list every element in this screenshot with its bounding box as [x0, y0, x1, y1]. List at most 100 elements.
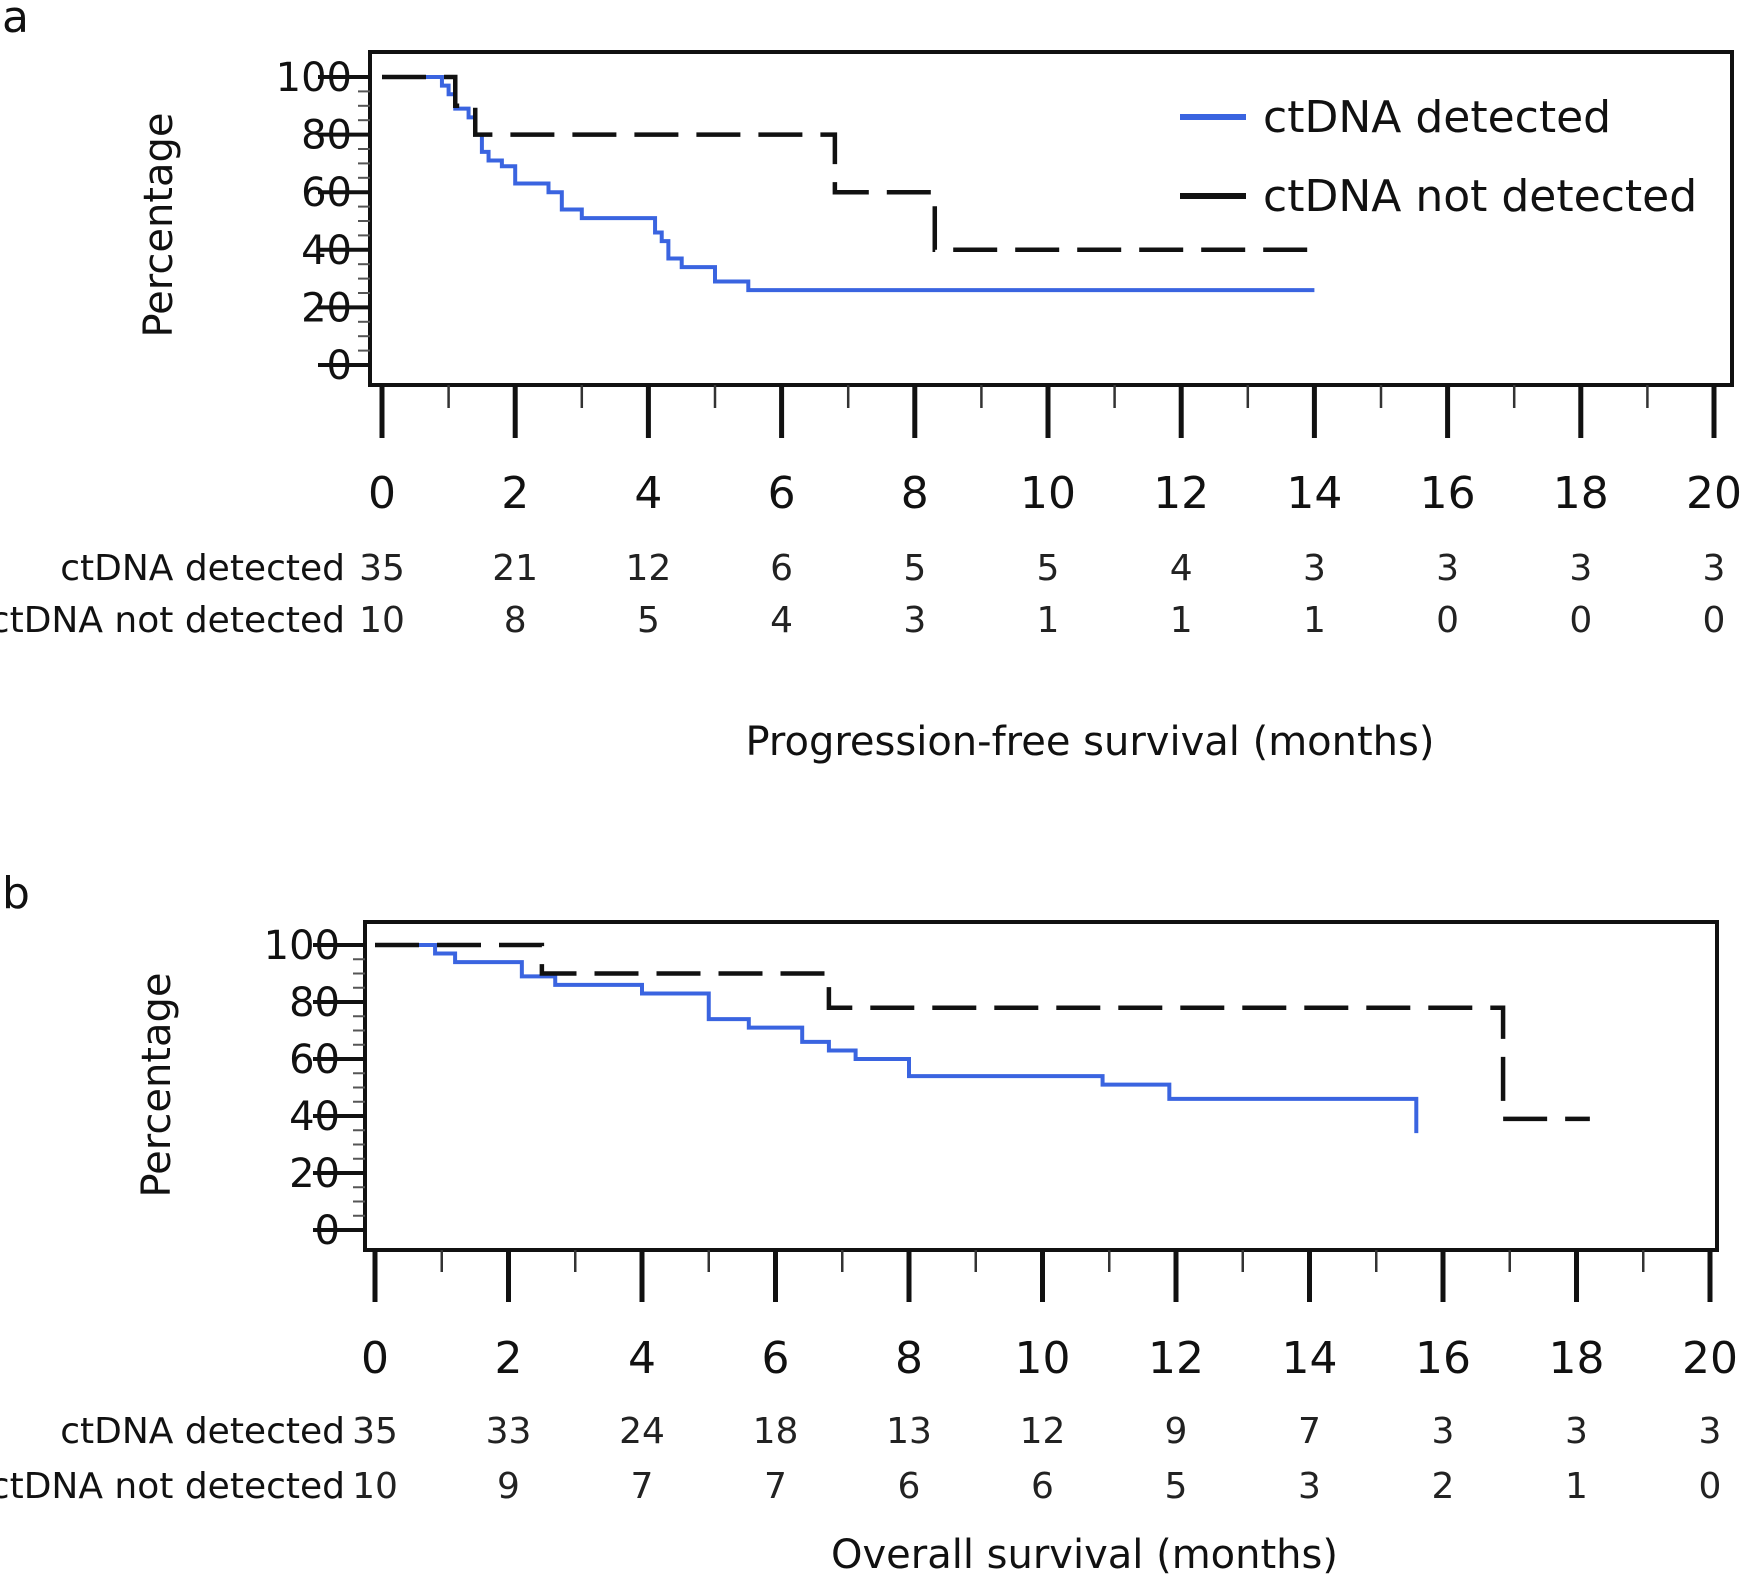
x-tick-label: 20 — [1682, 1333, 1738, 1384]
x-tick-label: 14 — [1286, 468, 1342, 519]
y-tick-label: 0 — [315, 1208, 340, 1254]
x-tick-label: 6 — [768, 468, 796, 519]
x-tick-label: 2 — [501, 468, 529, 519]
y-tick-label: 40 — [301, 228, 352, 274]
risk-count: 21 — [492, 548, 538, 589]
risk-row-label: ctDNA detected — [60, 1411, 345, 1452]
risk-count: 3 — [903, 600, 926, 641]
risk-row-label: ctDNA not detected — [0, 1466, 345, 1507]
x-tick-label: 10 — [1020, 468, 1076, 519]
km-curve-ctdna-detected — [382, 75, 1315, 293]
x-tick-label: 10 — [1015, 1333, 1071, 1384]
risk-count: 7 — [764, 1466, 787, 1507]
risk-count: 33 — [486, 1411, 532, 1452]
risk-count: 3 — [1436, 548, 1459, 589]
x-tick-label: 8 — [895, 1333, 923, 1384]
km-curve-ctdna-not-detected — [375, 942, 1590, 1122]
risk-count: 0 — [1699, 1466, 1722, 1507]
risk-count: 3 — [1298, 1466, 1321, 1507]
risk-count: 9 — [1165, 1411, 1188, 1452]
risk-count: 10 — [359, 600, 405, 641]
risk-count: 5 — [1165, 1466, 1188, 1507]
km-curve-ctdna-detected — [375, 943, 1419, 1134]
y-tick-label: 20 — [289, 1151, 340, 1197]
risk-count: 6 — [770, 548, 793, 589]
x-tick-label: 12 — [1153, 468, 1209, 519]
risk-count: 24 — [619, 1411, 665, 1452]
panel-letter: a — [2, 0, 29, 43]
legend: ctDNA detected ctDNA not detected — [1180, 92, 1697, 222]
risk-count: 35 — [359, 548, 405, 589]
risk-count: 7 — [631, 1466, 654, 1507]
risk-count: 1 — [1303, 600, 1326, 641]
x-tick-label: 18 — [1553, 468, 1609, 519]
legend-label: ctDNA not detected — [1263, 171, 1697, 222]
y-tick-label: 100 — [276, 55, 352, 101]
y-tick-label: 60 — [289, 1037, 340, 1083]
risk-row-label: ctDNA detected — [60, 548, 345, 589]
y-axis-title: Percentage — [136, 112, 182, 337]
y-tick-label: 80 — [301, 113, 352, 159]
risk-count: 3 — [1703, 548, 1726, 589]
risk-count: 4 — [770, 600, 793, 641]
risk-count: 12 — [625, 548, 671, 589]
risk-row-label: ctDNA not detected — [0, 600, 345, 641]
x-tick-label: 18 — [1549, 1333, 1605, 1384]
risk-count: 8 — [504, 600, 527, 641]
risk-count: 0 — [1436, 600, 1459, 641]
risk-count: 6 — [1031, 1466, 1054, 1507]
x-tick-label: 16 — [1420, 468, 1476, 519]
plot-frame — [368, 50, 1734, 387]
x-tick-label: 2 — [495, 1333, 523, 1384]
risk-count: 3 — [1565, 1411, 1588, 1452]
x-tick-label: 6 — [762, 1333, 790, 1384]
risk-count: 2 — [1432, 1466, 1455, 1507]
risk-count: 3 — [1699, 1411, 1722, 1452]
plot-frame — [363, 920, 1719, 1252]
risk-count: 0 — [1703, 600, 1726, 641]
risk-count: 10 — [352, 1466, 398, 1507]
x-tick-label: 4 — [634, 468, 662, 519]
y-tick-label: 20 — [301, 285, 352, 331]
risk-count: 5 — [637, 600, 660, 641]
risk-count: 0 — [1569, 600, 1592, 641]
x-axis-title: Overall survival (months) — [831, 1532, 1338, 1578]
legend-label: ctDNA detected — [1263, 92, 1611, 143]
risk-count: 5 — [1037, 548, 1060, 589]
x-tick-label: 16 — [1415, 1333, 1471, 1384]
risk-count: 1 — [1037, 600, 1060, 641]
risk-count: 4 — [1170, 548, 1193, 589]
panel-letter: b — [2, 868, 30, 919]
risk-count: 5 — [903, 548, 926, 589]
x-axis-title: Progression-free survival (months) — [746, 719, 1435, 765]
risk-count: 3 — [1569, 548, 1592, 589]
y-axis-title: Percentage — [134, 972, 180, 1197]
risk-count: 9 — [497, 1466, 520, 1507]
y-tick-label: 60 — [301, 170, 352, 216]
km-curve-ctdna-not-detected — [382, 74, 1322, 253]
x-tick-label: 12 — [1148, 1333, 1204, 1384]
risk-count: 12 — [1020, 1411, 1066, 1452]
risk-count: 3 — [1432, 1411, 1455, 1452]
risk-count: 3 — [1303, 548, 1326, 589]
y-tick-label: 40 — [289, 1094, 340, 1140]
risk-count: 18 — [753, 1411, 799, 1452]
x-tick-label: 0 — [368, 468, 396, 519]
x-tick-label: 8 — [901, 468, 929, 519]
risk-count: 35 — [352, 1411, 398, 1452]
risk-count: 13 — [886, 1411, 932, 1452]
y-tick-label: 80 — [289, 980, 340, 1026]
y-tick-label: 100 — [264, 923, 340, 969]
risk-count: 1 — [1170, 600, 1193, 641]
y-tick-label: 0 — [327, 343, 352, 389]
x-tick-label: 14 — [1282, 1333, 1338, 1384]
risk-count: 7 — [1298, 1411, 1321, 1452]
risk-count: 6 — [898, 1466, 921, 1507]
x-tick-label: 4 — [628, 1333, 656, 1384]
x-tick-label: 20 — [1686, 468, 1742, 519]
x-tick-label: 0 — [361, 1333, 389, 1384]
risk-count: 1 — [1565, 1466, 1588, 1507]
